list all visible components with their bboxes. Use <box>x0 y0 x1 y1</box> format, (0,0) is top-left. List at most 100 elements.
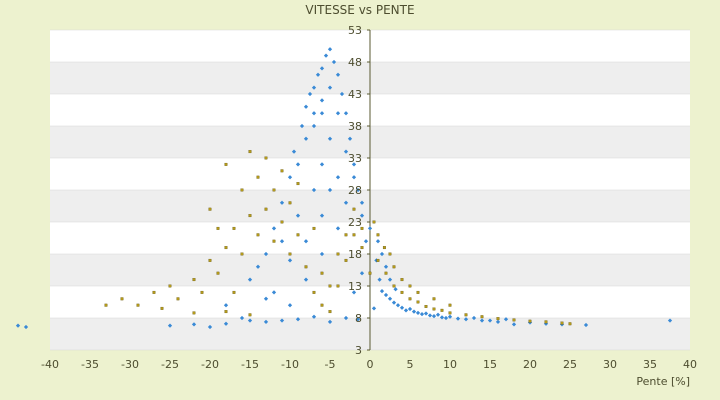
data-point <box>247 277 253 282</box>
data-point <box>387 296 393 301</box>
data-point <box>359 271 365 276</box>
x-tick-label: 10 <box>443 358 457 371</box>
data-point <box>544 320 548 324</box>
data-point <box>392 284 396 288</box>
data-point <box>224 162 228 166</box>
data-point <box>320 303 324 307</box>
data-point <box>377 277 382 282</box>
data-point <box>208 258 212 262</box>
data-point <box>355 187 361 193</box>
data-point <box>272 188 276 192</box>
data-point <box>352 233 356 237</box>
y-tick-label: 13 <box>348 280 362 293</box>
data-point <box>416 300 420 304</box>
data-point <box>496 317 500 321</box>
y-tick-label: 38 <box>348 120 362 133</box>
data-point <box>343 315 349 321</box>
data-point <box>263 251 269 257</box>
y-tick-label: 53 <box>348 24 362 37</box>
data-point <box>431 313 437 319</box>
data-point <box>287 303 293 308</box>
data-point <box>200 290 204 294</box>
data-point <box>327 136 333 141</box>
data-point <box>408 284 412 288</box>
data-point <box>351 175 357 180</box>
x-tick-label: 5 <box>407 358 414 371</box>
data-point <box>191 322 197 327</box>
x-tick-label: 20 <box>523 358 537 371</box>
data-point <box>296 233 300 237</box>
data-point <box>248 214 252 218</box>
data-point <box>439 315 445 320</box>
x-tick-label: -15 <box>241 358 259 371</box>
data-point <box>388 252 392 256</box>
data-point <box>291 149 297 154</box>
data-point <box>303 136 309 141</box>
data-point <box>560 321 564 325</box>
data-point <box>435 312 441 317</box>
data-point <box>363 239 369 244</box>
data-point <box>382 246 386 250</box>
data-point <box>271 226 277 231</box>
y-tick-label: 33 <box>348 152 362 165</box>
x-tick-label: 30 <box>603 358 617 371</box>
data-point <box>328 284 332 288</box>
x-tick-label: -30 <box>121 358 139 371</box>
data-point <box>280 220 284 224</box>
data-point <box>168 284 172 288</box>
data-point <box>327 319 333 324</box>
data-point <box>448 311 452 315</box>
data-point <box>379 288 385 294</box>
y-tick-label: 18 <box>348 248 362 261</box>
data-point <box>255 264 261 269</box>
data-point <box>192 311 196 315</box>
data-point <box>263 319 269 324</box>
data-point <box>479 318 485 323</box>
data-point <box>383 292 389 298</box>
data-point <box>216 226 220 230</box>
data-point <box>320 271 324 275</box>
data-point <box>464 313 468 317</box>
data-point <box>448 303 452 307</box>
data-point <box>351 162 357 167</box>
data-point <box>403 308 409 313</box>
data-point <box>447 314 453 319</box>
data-point <box>224 246 228 250</box>
data-point <box>104 303 108 307</box>
data-point <box>304 265 308 269</box>
data-point <box>395 303 401 308</box>
data-point <box>343 149 349 154</box>
data-point <box>359 213 365 218</box>
data-point <box>295 317 301 322</box>
data-point <box>160 306 164 310</box>
data-point <box>223 303 229 308</box>
data-point <box>432 307 436 311</box>
data-point <box>303 239 309 244</box>
data-point <box>352 207 356 211</box>
data-point <box>423 311 429 316</box>
data-point <box>280 169 284 173</box>
data-point <box>424 305 428 308</box>
data-point <box>248 313 252 317</box>
series-2 <box>104 150 572 326</box>
data-point <box>207 324 213 330</box>
data-point <box>216 271 220 275</box>
data-point <box>311 314 317 319</box>
x-tick-label: 35 <box>643 358 657 371</box>
data-point <box>335 175 341 180</box>
data-point <box>288 201 292 205</box>
data-point <box>312 226 316 230</box>
data-point <box>372 220 376 224</box>
data-point <box>387 277 393 282</box>
data-point <box>383 264 389 269</box>
chart-title: VITESSE vs PENTE <box>305 3 414 17</box>
data-point <box>319 251 325 257</box>
data-point <box>667 318 673 323</box>
data-point <box>247 318 253 323</box>
data-point <box>239 315 245 321</box>
data-point <box>343 200 349 205</box>
data-point <box>463 317 469 322</box>
x-axis-label: Pente [%] <box>636 375 690 388</box>
data-point <box>208 207 212 211</box>
